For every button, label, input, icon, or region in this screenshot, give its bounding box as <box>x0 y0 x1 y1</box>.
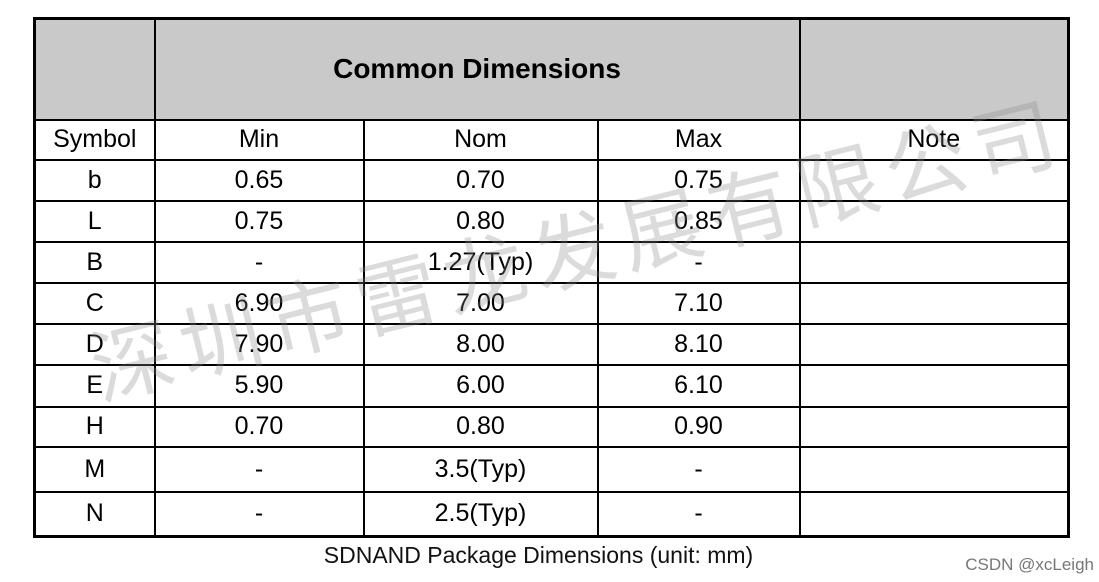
table-cell: M <box>33 445 156 493</box>
credit: CSDN @xcLeigh <box>965 555 1094 574</box>
table-cell: 0.65 <box>153 158 365 202</box>
dimensions-table: Common Dimensions Symbol Min Nom Max Note b 0.… <box>33 17 1070 538</box>
empty-cell <box>798 240 1070 284</box>
table-cell: 7.90 <box>153 322 365 366</box>
table-cell: 0.85 <box>596 199 801 243</box>
table-cell: 0.70 <box>153 405 365 448</box>
empty-cell <box>798 199 1070 243</box>
table-cell: C <box>33 281 156 325</box>
empty-cell <box>798 363 1070 408</box>
column-header: Note <box>798 118 1070 161</box>
table-cell: 6.90 <box>153 281 365 325</box>
table-row: b 0.65 0.70 0.75 <box>33 158 1070 202</box>
table-cell: 0.75 <box>596 158 801 202</box>
table-cell: 8.10 <box>596 322 801 366</box>
empty-cell <box>798 322 1070 366</box>
table-cell: 8.00 <box>362 322 599 366</box>
empty-cell <box>798 158 1070 202</box>
empty-cell <box>798 445 1070 493</box>
table-cell: 0.80 <box>362 405 599 448</box>
header-cell <box>798 17 1070 121</box>
table-cell: E <box>33 363 156 408</box>
empty-cell <box>798 405 1070 448</box>
empty-cell <box>798 281 1070 325</box>
table-cell: - <box>596 240 801 284</box>
table-row: L 0.75 0.80 0.85 <box>33 199 1070 243</box>
table-cell: 1.27(Typ) <box>362 240 599 284</box>
table-cell: D <box>33 322 156 366</box>
column-header: Symbol <box>33 118 156 161</box>
table-cell: 5.90 <box>153 363 365 408</box>
table-cell: N <box>33 490 156 538</box>
table-cell: 3.5(Typ) <box>362 445 599 493</box>
table-cell: - <box>596 445 801 493</box>
table-title: Common Dimensions <box>153 17 801 121</box>
table-row: M -3.5(Typ) - <box>33 445 1070 493</box>
table-cell: 2.5(Typ) <box>362 490 599 538</box>
column-header: Nom <box>362 118 599 161</box>
table-row: C 6.90 7.00 7.10 <box>33 281 1070 325</box>
table-cell: 6.00 <box>362 363 599 408</box>
empty-cell <box>798 490 1070 538</box>
header-cell <box>33 17 156 121</box>
table-cell: 0.80 <box>362 199 599 243</box>
header-row: Symbol Min Nom Max Note <box>33 118 1070 161</box>
table-cell: - <box>596 490 801 538</box>
table-cell: 6.10 <box>596 363 801 408</box>
table-cell: 0.75 <box>153 199 365 243</box>
table-row: H 0.70 0.80 0.90 <box>33 405 1070 448</box>
table-cell: 0.70 <box>362 158 599 202</box>
table-row: N -2.5(Typ) - <box>33 490 1070 538</box>
table-cell: 7.00 <box>362 281 599 325</box>
caption: SDNAND Package Dimensions (unit: mm) <box>323 542 754 568</box>
table-cell: 0.90 <box>596 405 801 448</box>
table-row: B -1.27(Typ) - <box>33 240 1070 284</box>
table-cell: b <box>33 158 156 202</box>
table-cell: - <box>153 490 365 538</box>
table-cell: - <box>153 240 365 284</box>
table-cell: B <box>33 240 156 284</box>
column-header: Min <box>153 118 365 161</box>
table-cell: 7.10 <box>596 281 801 325</box>
table-row: E 5.90 6.00 6.10 <box>33 363 1070 408</box>
table-cell: L <box>33 199 156 243</box>
table-cell: - <box>153 445 365 493</box>
table-row: D 7.90 8.00 8.10 <box>33 322 1070 366</box>
table-cell: H <box>33 405 156 448</box>
column-header: Max <box>596 118 801 161</box>
